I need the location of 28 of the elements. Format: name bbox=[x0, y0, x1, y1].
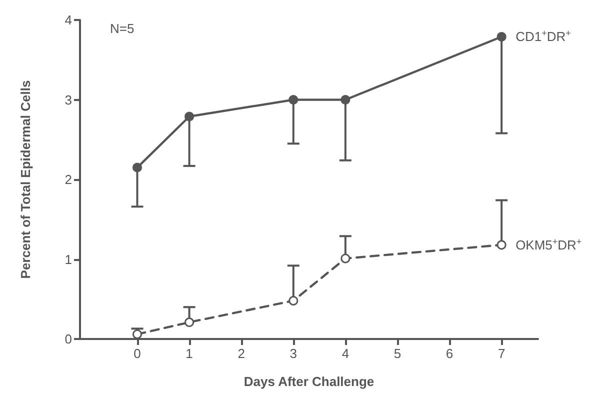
point bbox=[288, 296, 298, 306]
point bbox=[496, 32, 506, 42]
y-tick-label: 3 bbox=[64, 92, 72, 108]
y-tick-label: 1 bbox=[64, 252, 72, 267]
x-tick-label: 7 bbox=[498, 346, 506, 361]
point bbox=[340, 95, 350, 104]
point bbox=[184, 112, 194, 122]
point bbox=[496, 240, 506, 250]
annotation: N=5 bbox=[110, 21, 134, 36]
y-tick-label: 2 bbox=[64, 172, 72, 187]
y-tick-label: 4 bbox=[64, 12, 72, 28]
y-tick-label: 0 bbox=[64, 332, 72, 346]
point bbox=[132, 162, 142, 172]
x-tick-label: 6 bbox=[446, 346, 454, 361]
series-label: CD1+DR+ bbox=[516, 28, 571, 44]
point bbox=[132, 329, 142, 339]
x-axis-title: Days After Challenge bbox=[244, 374, 374, 389]
x-tick-label: 3 bbox=[290, 346, 298, 361]
point bbox=[184, 318, 194, 327]
x-tick-label: 4 bbox=[342, 346, 350, 361]
x-tick-label: 5 bbox=[394, 346, 402, 361]
series-label: OKM5+DR+ bbox=[516, 236, 582, 252]
y-axis-title: Percent of Total Epidermal Cells bbox=[18, 80, 33, 279]
point bbox=[288, 95, 298, 104]
x-tick-label: 1 bbox=[186, 346, 193, 361]
x-tick-label: 2 bbox=[238, 346, 245, 361]
point bbox=[340, 254, 350, 264]
x-tick-label: 0 bbox=[134, 346, 141, 361]
